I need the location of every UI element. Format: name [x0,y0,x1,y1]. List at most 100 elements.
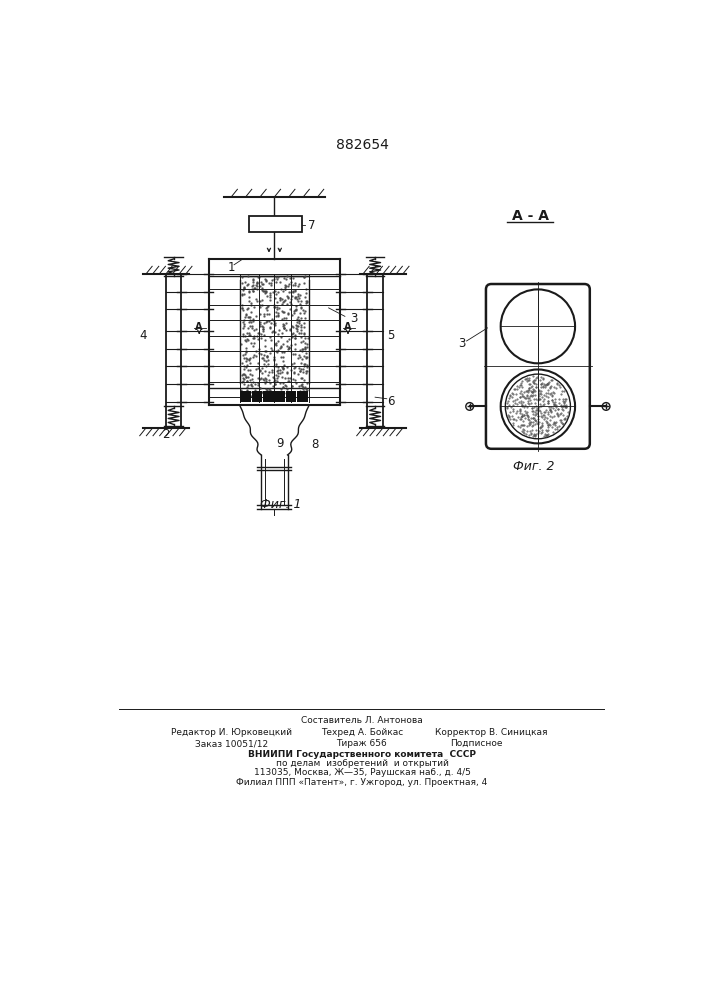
Point [242,351,253,367]
Point [262,382,273,398]
Point [295,363,306,379]
Point [290,327,301,343]
Text: Подписное: Подписное [450,739,502,748]
Point [295,390,306,406]
Point [293,347,305,363]
Point [240,307,252,323]
Point [278,361,289,377]
Point [241,390,252,406]
Point [260,390,271,406]
Point [276,344,287,360]
Bar [286,391,296,402]
Point [245,366,256,382]
Point [286,274,297,290]
Point [274,274,286,290]
Point [298,315,310,331]
Point [286,389,297,405]
Point [300,350,312,366]
Point [267,323,279,339]
Point [243,309,255,325]
Point [277,294,288,310]
Point [299,275,310,291]
Point [281,364,293,380]
Point [292,318,303,334]
Point [277,391,288,407]
Point [252,275,263,291]
Point [273,362,284,378]
Point [292,366,303,382]
Point [276,369,288,385]
Point [301,349,312,365]
Text: 8: 8 [311,438,318,451]
Point [274,386,286,402]
Point [274,292,285,308]
Point [244,309,255,325]
Point [243,351,255,367]
Point [247,338,259,354]
Point [297,361,308,377]
Point [270,337,281,353]
Point [286,329,298,345]
Point [257,319,269,335]
Point [240,333,251,349]
Point [258,308,269,324]
Point [280,310,291,326]
Text: 6: 6 [387,395,395,408]
Point [279,281,291,297]
Point [246,378,257,394]
Point [252,293,263,309]
Point [238,371,250,387]
Point [240,306,252,322]
Point [258,327,269,343]
Point [257,371,269,387]
Point [255,297,266,313]
Point [298,348,310,364]
Point [269,324,280,340]
Point [262,313,273,329]
Point [280,322,291,338]
Point [284,301,296,317]
Point [295,370,306,386]
Point [252,278,263,294]
Point [279,292,291,308]
Point [264,375,275,391]
Point [275,381,286,397]
Point [268,358,279,374]
Point [254,293,265,309]
Point [236,374,247,390]
Point [258,390,269,406]
Point [296,317,307,333]
Point [276,364,288,380]
Text: 9: 9 [276,437,284,450]
Text: 1: 1 [228,261,235,274]
Point [236,300,247,316]
Point [284,270,296,286]
Point [296,319,307,335]
Point [271,344,283,360]
Point [252,275,263,291]
Point [248,328,259,344]
Point [295,296,306,312]
Point [245,312,256,328]
Point [239,346,250,362]
Point [237,314,248,330]
Point [246,318,257,334]
Point [248,283,259,299]
Point [275,281,286,297]
Point [265,277,276,293]
Point [250,382,261,398]
Point [238,350,250,366]
Point [240,344,252,360]
Point [254,314,265,330]
Point [269,336,280,352]
Point [270,274,281,290]
Point [300,341,311,357]
Point [260,300,271,316]
Point [286,388,297,404]
Point [289,289,300,305]
Point [249,335,260,351]
Point [279,279,291,295]
Point [274,300,285,316]
Point [254,380,265,396]
Point [295,300,306,316]
